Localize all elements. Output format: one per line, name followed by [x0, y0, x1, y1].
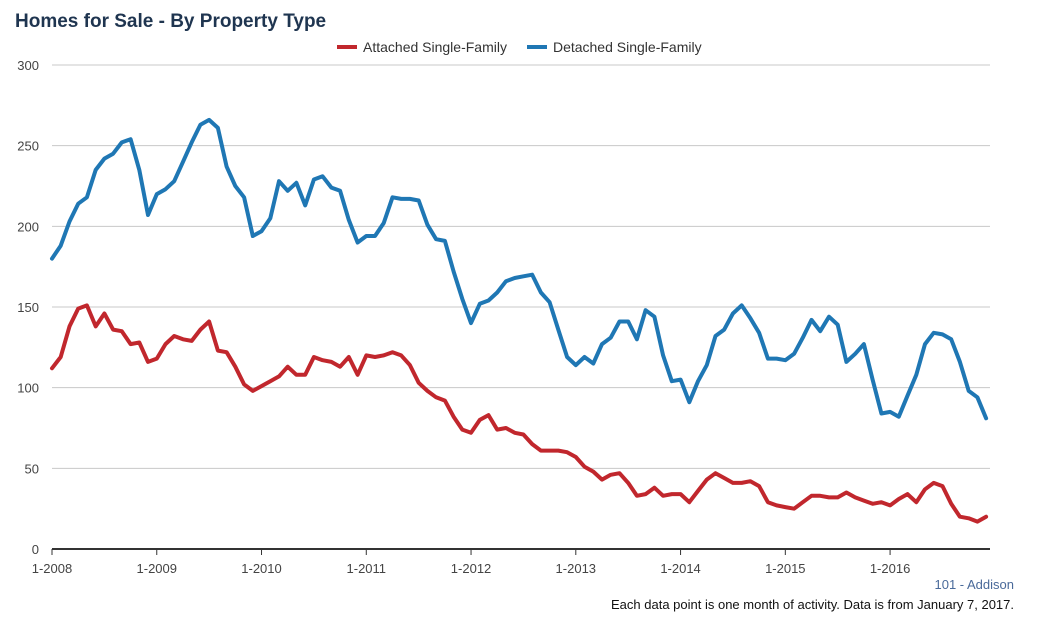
y-tick-label: 300: [17, 58, 39, 73]
y-tick-label: 100: [17, 381, 39, 396]
legend-label-detached: Detached Single-Family: [552, 39, 702, 55]
y-tick-label: 150: [17, 300, 39, 315]
chart-title: Homes for Sale - By Property Type: [15, 11, 327, 32]
y-tick-label: 0: [32, 542, 39, 557]
chart-legend: Attached Single-Family Detached Single-F…: [337, 39, 702, 55]
x-tick-label: 1-2012: [451, 561, 491, 576]
series-line-attached: [50, 303, 989, 524]
x-tick-label: 1-2015: [765, 561, 805, 576]
legend-swatch-detached: [526, 45, 547, 49]
y-tick-label: 50: [25, 461, 39, 476]
x-tick-label: 1-2016: [870, 561, 910, 576]
legend-swatch-attached: [337, 45, 357, 49]
legend-item-detached[interactable]: Detached Single-Family: [526, 39, 702, 55]
x-tick-label: 1-2008: [32, 561, 72, 576]
x-tick-label: 1-2011: [347, 561, 387, 576]
series-line-detached: [50, 117, 989, 421]
x-tick-label: 1-2013: [556, 561, 596, 576]
y-tick-label: 200: [17, 219, 39, 234]
x-tick-label: 1-2014: [660, 561, 700, 576]
x-tick-label: 1-2009: [137, 561, 177, 576]
legend-item-attached[interactable]: Attached Single-Family: [337, 39, 507, 55]
footnote: Each data point is one month of activity…: [611, 597, 1014, 612]
x-tick-label: 1-2010: [241, 561, 281, 576]
source-label: 101 - Addison: [934, 577, 1014, 592]
legend-label-attached: Attached Single-Family: [363, 39, 507, 55]
y-tick-label: 250: [17, 139, 39, 154]
